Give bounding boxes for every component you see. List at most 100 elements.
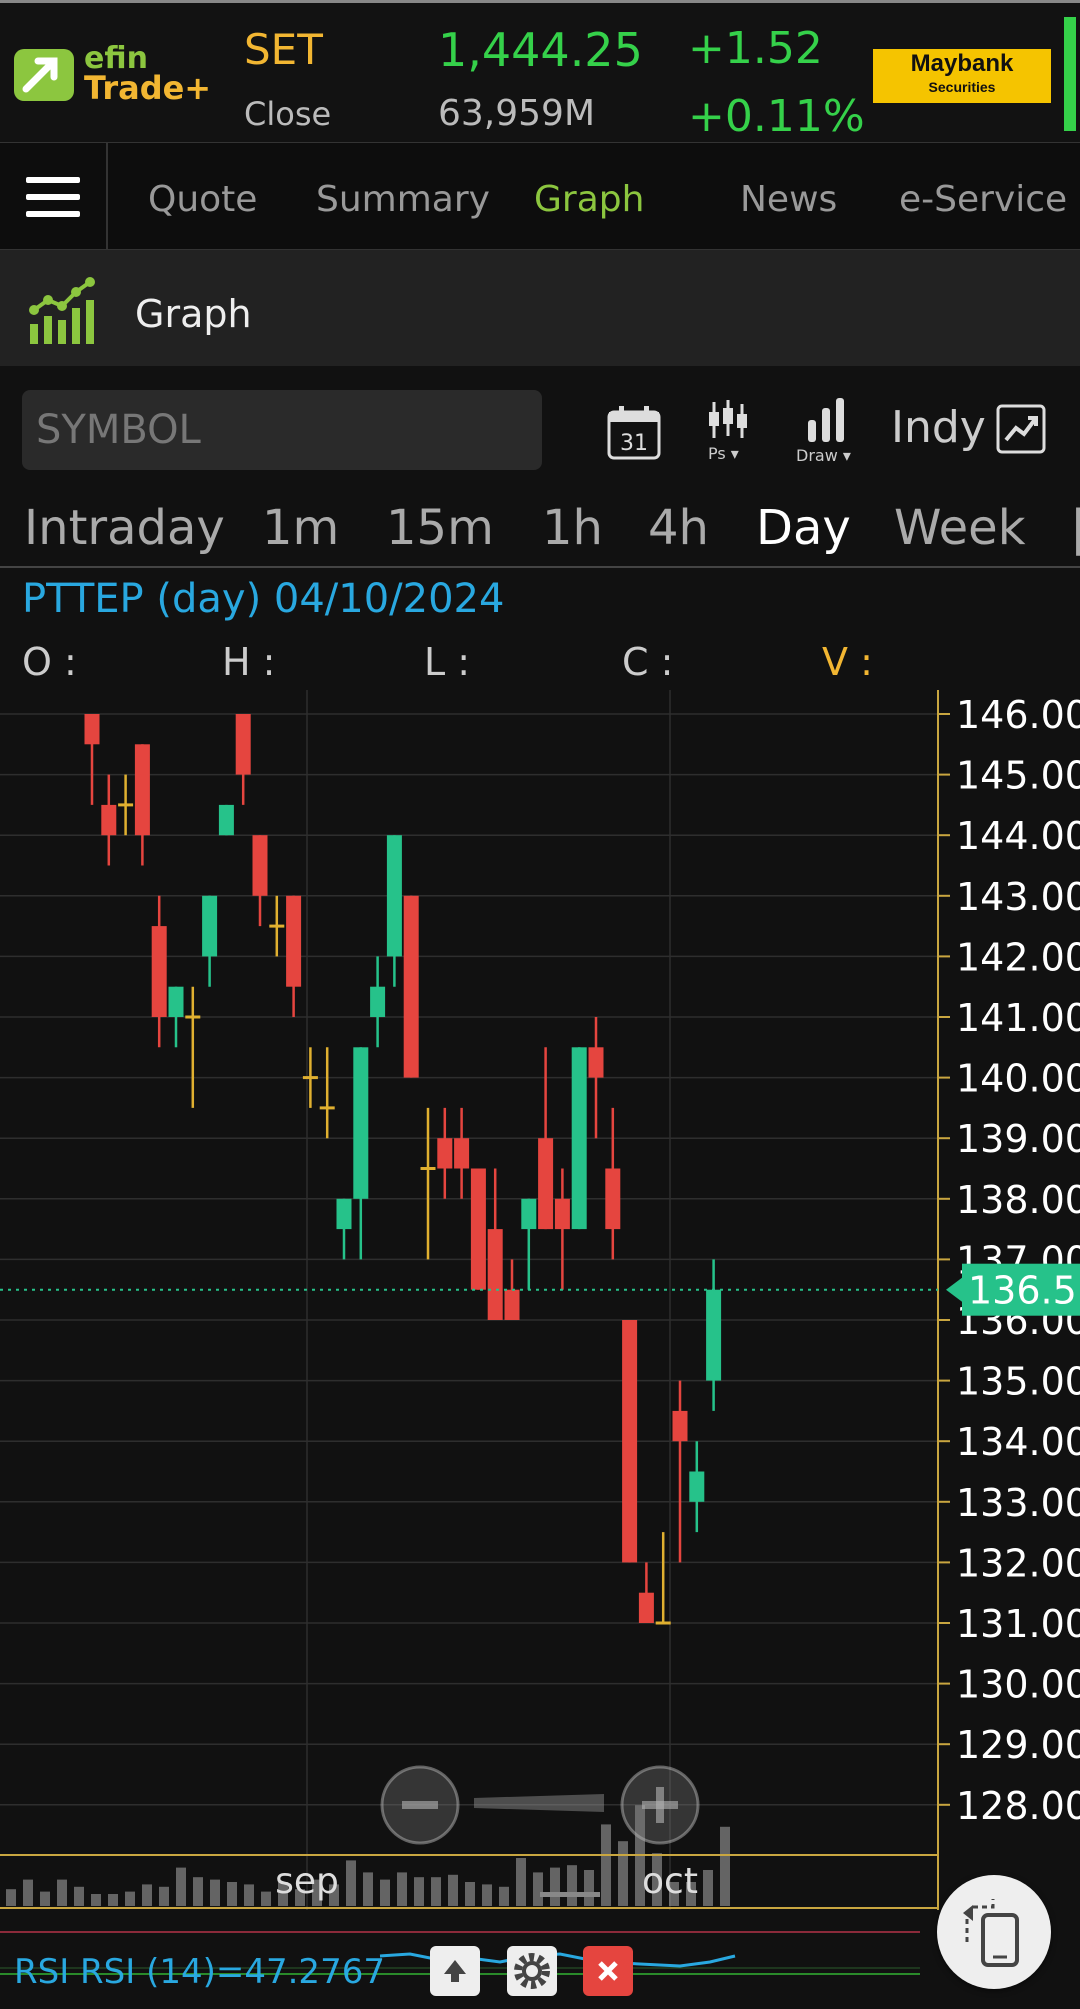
last-price-label: 136.5 [968, 1269, 1077, 1313]
minus-icon [402, 1801, 438, 1809]
y-tick-label: 129.00 [956, 1723, 1080, 1767]
volume-bar [414, 1877, 424, 1906]
y-tick-label: 133.00 [956, 1481, 1080, 1525]
rsi-panel: RSI RSI (14)=47.2767 [0, 1910, 1080, 2009]
candle-body [370, 986, 386, 1017]
menu-icon[interactable] [0, 143, 108, 249]
volume-bar [278, 1882, 288, 1906]
volume-bar [159, 1886, 169, 1906]
candle-body [521, 1198, 537, 1230]
market-header: efin Trade+ SET Close 1,444.25 63,959M +… [0, 0, 1080, 142]
volume-bar [244, 1884, 254, 1906]
candle-body [101, 804, 117, 836]
x-tick-label: sep [275, 1861, 339, 1902]
gear-icon[interactable] [507, 1946, 557, 1996]
close-icon[interactable] [583, 1946, 633, 1996]
drag-handle[interactable] [540, 1892, 600, 1897]
logo-text-efin: efin [84, 41, 148, 76]
candle-body [554, 1198, 570, 1230]
y-tick-label: 140.00 [956, 1057, 1080, 1101]
y-tick-label: 135.00 [956, 1360, 1080, 1404]
tab-e-service[interactable]: e-Service [899, 179, 1068, 220]
tf-15m[interactable]: 15m [386, 500, 494, 556]
candle-body [302, 1076, 318, 1080]
y-tick-label: 141.00 [956, 996, 1080, 1040]
tab-news[interactable]: News [740, 179, 838, 220]
tf-1h[interactable]: 1h [542, 500, 603, 556]
volume-bar [618, 1841, 628, 1906]
volume-bar [584, 1870, 594, 1906]
last-price-badge [962, 1263, 1080, 1316]
volume-bar [550, 1867, 560, 1906]
volume-bar [465, 1882, 475, 1906]
rotate-device-icon [963, 1899, 1019, 1967]
plus-icon-v [656, 1787, 664, 1823]
zoom-slider[interactable] [474, 1794, 604, 1812]
index-change: +1.52 [688, 23, 823, 74]
volume-bar [193, 1877, 203, 1906]
candle-body [470, 1168, 486, 1290]
arrow-up-icon[interactable] [430, 1946, 480, 1996]
volume-bar [720, 1826, 730, 1906]
timeframe-tabs: Intraday 1m 15m 1h 4h Day Week | [0, 490, 1080, 568]
y-tick-label: 132.00 [956, 1541, 1080, 1585]
price-style-icon[interactable] [704, 400, 752, 444]
candle-body [286, 895, 302, 987]
symbol-input[interactable] [22, 390, 542, 470]
volume-label: V : [822, 640, 873, 684]
y-tick-label: 130.00 [956, 1663, 1080, 1707]
volume-bar [380, 1879, 390, 1906]
broker-logo[interactable]: Maybank Securities [873, 49, 1051, 103]
price-style-label[interactable]: Ps ▾ [708, 444, 739, 463]
index-volume: 63,959M [438, 93, 596, 134]
draw-label[interactable]: Draw ▾ [796, 446, 851, 465]
candlestick-chart[interactable]: 146.00 145.00 144.00 143.00 142.00 141.00 140.… [0, 690, 1080, 1910]
candle-body [638, 1592, 654, 1623]
tab-graph[interactable]: Graph [534, 179, 645, 220]
tf-week[interactable]: Week [894, 500, 1026, 556]
volume-bar [227, 1882, 237, 1906]
candle-body [202, 895, 218, 957]
tf-1m[interactable]: 1m [262, 500, 340, 556]
volume-bar [482, 1884, 492, 1906]
logo-text-trade: Trade+ [84, 69, 212, 107]
volume-bar [6, 1889, 16, 1906]
tf-4h[interactable]: 4h [648, 500, 709, 556]
indicator-button[interactable]: Indy [891, 402, 986, 453]
rotate-screen-button[interactable] [937, 1875, 1051, 1989]
chart-toolbar: 31 Ps ▾ Draw ▾ Indy [0, 366, 1080, 482]
y-tick-label: 128.00 [956, 1784, 1080, 1828]
volume-bar [91, 1894, 101, 1906]
candle-body [538, 1138, 554, 1230]
candle-body [504, 1289, 520, 1320]
volume-bar [533, 1872, 543, 1906]
index-status: Close [244, 95, 332, 133]
volume-bar [686, 1882, 696, 1906]
index-name: SET [244, 25, 323, 74]
tf-next-partial[interactable]: | [1070, 500, 1080, 556]
candle-body [622, 1320, 638, 1563]
calendar-icon[interactable]: 31 [606, 404, 662, 466]
tf-intraday[interactable]: Intraday [24, 500, 225, 556]
indicator-icon[interactable] [996, 404, 1046, 458]
candle-body [84, 714, 100, 745]
y-tick-label: 146.00 [956, 693, 1080, 737]
candle-body [672, 1410, 688, 1442]
volume-bar [125, 1891, 135, 1906]
x-tick-label: oct [642, 1861, 698, 1902]
tab-summary[interactable]: Summary [316, 179, 490, 220]
y-tick-label: 142.00 [956, 935, 1080, 979]
draw-icon[interactable] [806, 398, 846, 446]
candle-body [454, 1138, 470, 1169]
tab-quote[interactable]: Quote [148, 179, 258, 220]
volume-bar [652, 1853, 662, 1906]
section-title: Graph [135, 292, 252, 336]
last-price-pointer [946, 1277, 962, 1302]
candle-body [655, 1621, 671, 1625]
volume-bar [176, 1867, 186, 1906]
candle-body [185, 1015, 201, 1019]
volume-bar [601, 1824, 611, 1906]
candle-body [353, 1047, 369, 1199]
close-label: C : [622, 640, 674, 684]
tf-day[interactable]: Day [756, 500, 851, 556]
